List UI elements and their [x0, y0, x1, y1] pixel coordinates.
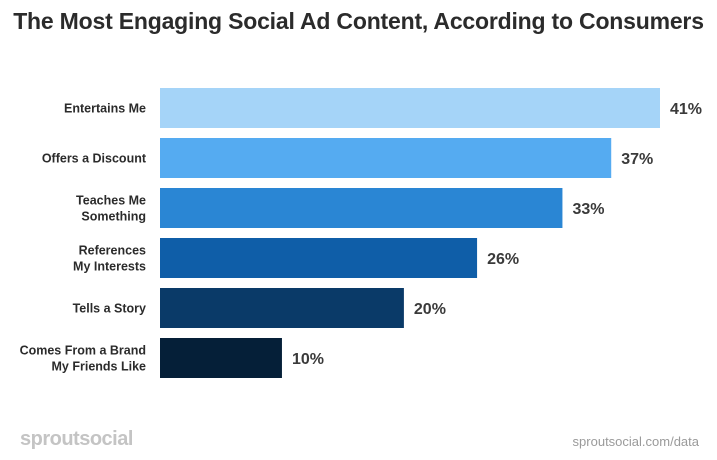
bar [160, 88, 660, 128]
value-label: 37% [621, 151, 653, 168]
brand-logo: sproutsocial [20, 428, 133, 450]
bar [160, 238, 478, 278]
category-label: References My Interests [73, 244, 146, 274]
bar [160, 288, 404, 328]
bar [160, 188, 563, 228]
category-label: Entertains Me [64, 102, 146, 116]
value-label: 10% [292, 351, 324, 368]
category-label: Comes From a Brand My Friends Like [20, 344, 146, 374]
category-label: Offers a Discount [42, 152, 147, 166]
value-label: 41% [670, 101, 702, 118]
chart-title: The Most Engaging Social Ad Content, Acc… [13, 8, 704, 34]
category-label: Teaches Me Something [76, 194, 146, 224]
value-label: 26% [487, 251, 519, 268]
value-label: 33% [572, 201, 604, 218]
bar [160, 138, 612, 178]
bar [160, 338, 282, 378]
value-label: 20% [414, 301, 446, 318]
source-link: sproutsocial.com/data [572, 434, 699, 449]
category-label: Tells a Story [73, 302, 146, 316]
